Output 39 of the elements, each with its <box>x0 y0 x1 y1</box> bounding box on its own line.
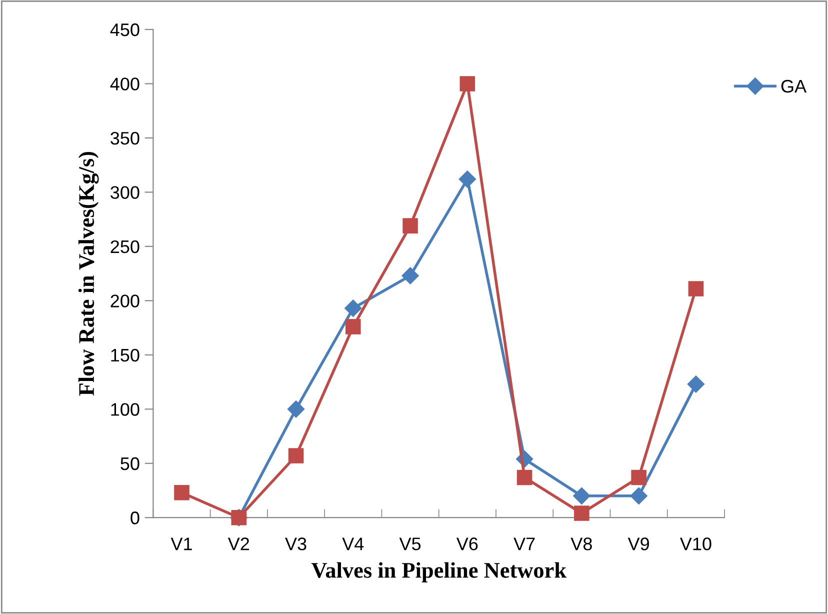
x-axis-title: Valves in Pipeline Network <box>311 562 566 582</box>
x-tick-label: V4 <box>342 538 364 550</box>
y-tick-label: 250 <box>110 240 140 254</box>
point <box>346 319 361 334</box>
point <box>458 170 476 188</box>
x-tick-label: V8 <box>570 538 592 550</box>
point <box>460 76 476 92</box>
point <box>344 300 362 317</box>
y-tick-label: 300 <box>110 186 140 199</box>
x-tick-label: V9 <box>628 538 649 550</box>
point <box>631 470 646 486</box>
y-tick-label: 200 <box>110 294 140 308</box>
point <box>288 448 304 464</box>
point <box>574 506 590 521</box>
point <box>573 487 590 504</box>
y-tick-label: 400 <box>110 78 140 90</box>
point <box>174 485 190 500</box>
point <box>687 376 704 393</box>
point <box>516 470 532 486</box>
point <box>287 400 305 418</box>
y-tick-label: 50 <box>120 457 140 470</box>
legend-label: GA <box>781 80 807 93</box>
x-tick-label: V10 <box>680 538 712 550</box>
y-axis-title: Flow Rate in Valves(Kg/s) <box>78 152 99 396</box>
point <box>688 281 704 296</box>
point <box>402 218 418 234</box>
x-tick-label: V6 <box>456 538 478 550</box>
x-tick-label: V7 <box>514 538 535 550</box>
y-tick-label: 350 <box>110 132 140 145</box>
x-tick-label: V3 <box>285 538 306 550</box>
point <box>402 267 419 284</box>
point <box>630 487 648 504</box>
y-tick-label: 100 <box>111 403 140 416</box>
y-tick-label: 0 <box>130 512 140 524</box>
y-tick-label: 450 <box>110 23 140 36</box>
x-tick-label: V2 <box>228 538 250 550</box>
x-tick-label: V5 <box>399 538 421 550</box>
y-tick-label: 150 <box>111 348 140 362</box>
x-tick-label: V1 <box>170 538 192 550</box>
